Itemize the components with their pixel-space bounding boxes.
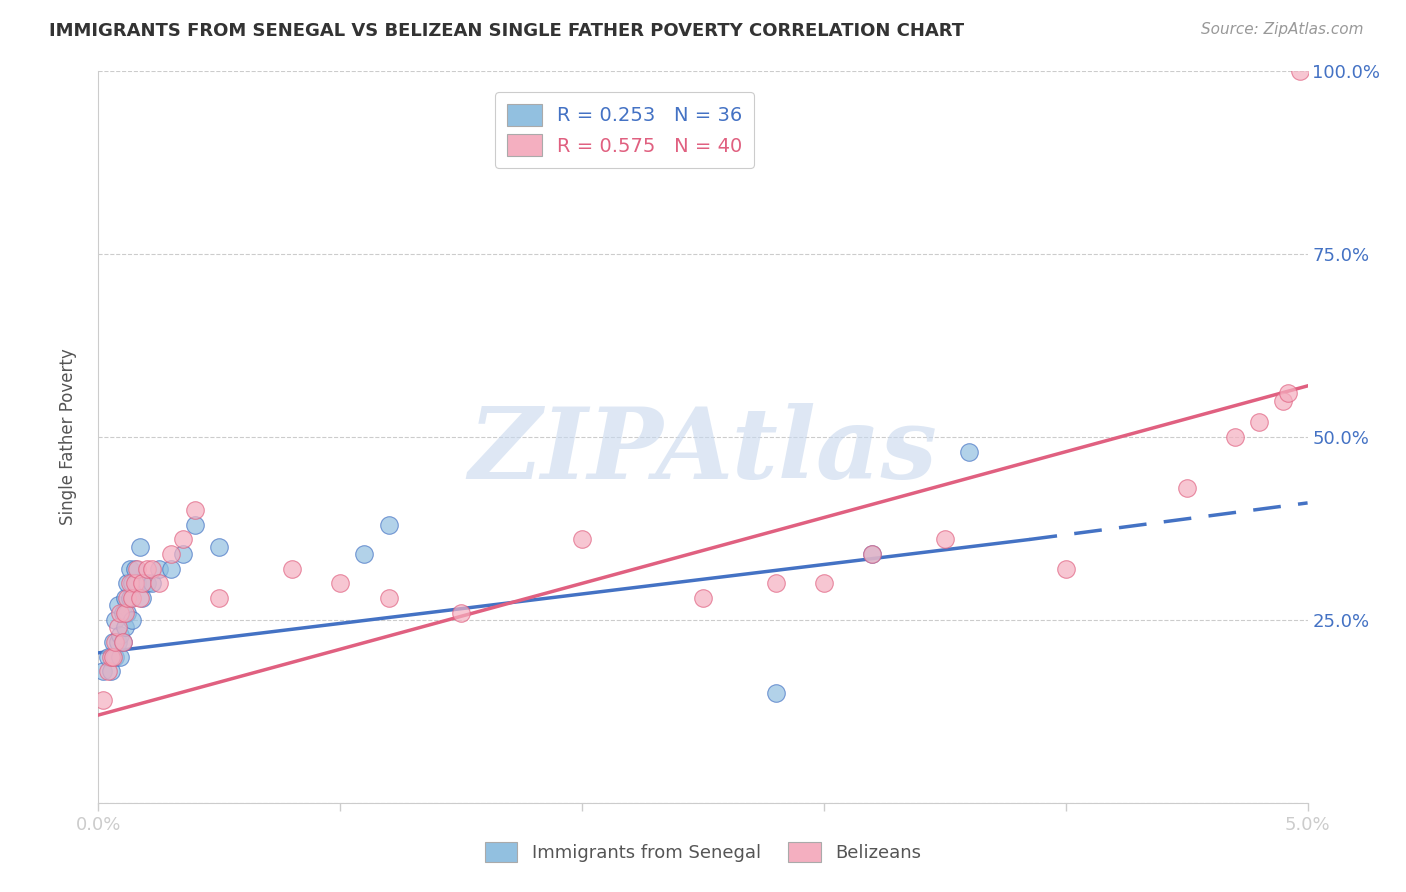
Point [107,599,129,613]
Point [329,576,352,591]
Point [111,635,134,649]
Point [172,533,194,547]
Point [148,562,170,576]
Point [184,517,207,532]
Point [97,649,120,664]
Point [160,547,183,561]
Point [124,562,146,576]
Point [765,576,787,591]
Text: IMMIGRANTS FROM SENEGAL VS BELIZEAN SINGLE FATHER POVERTY CORRELATION CHART: IMMIGRANTS FROM SENEGAL VS BELIZEAN SING… [49,22,965,40]
Point [141,576,163,591]
Point [377,517,399,532]
Point [108,606,131,620]
Point [131,591,153,605]
Point [121,591,143,605]
Text: ZIPAtlas: ZIPAtlas [468,403,938,500]
Text: Source: ZipAtlas.com: Source: ZipAtlas.com [1201,22,1364,37]
Point [100,649,122,664]
Point [91,664,114,678]
Point [100,664,122,678]
Point [860,547,883,561]
Point [128,540,150,554]
Point [1175,481,1198,495]
Point [114,620,136,634]
Point [107,635,129,649]
Legend: R = 0.253   N = 36, R = 0.575   N = 40: R = 0.253 N = 36, R = 0.575 N = 40 [495,92,754,168]
Point [121,613,143,627]
Point [127,576,149,591]
Point [450,606,472,620]
Point [131,576,153,591]
Point [1054,562,1077,576]
Point [118,562,141,576]
Point [118,591,141,605]
Point [281,562,304,576]
Point [97,664,120,678]
Point [184,503,207,517]
Point [934,533,956,547]
Point [101,635,124,649]
Point [1289,64,1312,78]
Point [121,576,143,591]
Point [860,547,883,561]
Y-axis label: Single Father Poverty: Single Father Poverty [59,349,77,525]
Point [172,547,194,561]
Point [118,576,141,591]
Point [141,562,163,576]
Point [111,606,134,620]
Point [114,591,136,605]
Point [135,576,157,591]
Point [104,613,127,627]
Point [101,649,124,664]
Point [128,591,150,605]
Point [377,591,399,605]
Point [957,444,980,458]
Point [692,591,714,605]
Point [111,635,134,649]
Point [1223,430,1246,444]
Point [1272,393,1295,408]
Point [208,591,231,605]
Point [1277,386,1299,401]
Point [571,533,593,547]
Point [104,649,127,664]
Point [108,649,131,664]
Point [117,606,139,620]
Point [107,620,129,634]
Point [124,576,146,591]
Point [108,627,131,641]
Point [765,686,787,700]
Point [160,562,183,576]
Point [353,547,375,561]
Point [208,540,231,554]
Point [91,693,114,707]
Point [117,591,139,605]
Point [135,562,157,576]
Point [127,562,149,576]
Point [1249,416,1271,430]
Point [117,576,139,591]
Point [148,576,170,591]
Legend: Immigrants from Senegal, Belizeans: Immigrants from Senegal, Belizeans [478,834,928,870]
Point [114,606,136,620]
Point [813,576,835,591]
Point [104,635,127,649]
